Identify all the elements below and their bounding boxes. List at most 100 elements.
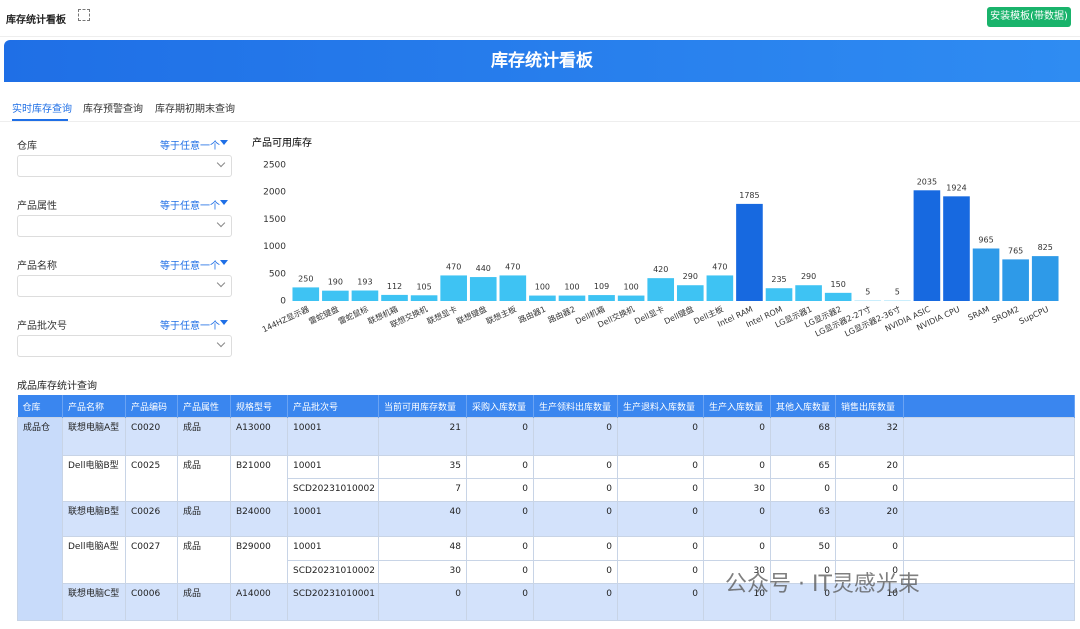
column-header: 生产退料入库数量: [617, 395, 704, 418]
x-tick-label: Dell键盘: [662, 304, 695, 326]
quantity-cell: 50: [770, 536, 836, 561]
x-tick-label: SROM2: [990, 305, 1020, 325]
column-header: 仓库: [17, 395, 63, 418]
tab[interactable]: 库存期初期末查询: [155, 104, 235, 115]
chart-title: 产品可用库存: [252, 136, 312, 149]
quantity-cell: 0: [617, 536, 704, 561]
filler-cell: [903, 417, 1075, 456]
quantity-cell: 0: [617, 478, 704, 502]
filter-select[interactable]: [17, 155, 232, 177]
batch-cell: SCD20231010002: [287, 560, 379, 584]
x-tick-label: Dell显卡: [633, 304, 666, 326]
filler-cell: [903, 501, 1075, 537]
value-label: 190: [328, 278, 343, 287]
value-label: 5: [895, 288, 900, 297]
product-attr: 成品: [177, 536, 231, 584]
product-attr: 成品: [177, 501, 231, 537]
quantity-cell: 0: [770, 583, 836, 621]
filter-operator[interactable]: 等于任意一个: [160, 141, 220, 152]
quantity-cell: 48: [378, 536, 467, 561]
quantity-cell: 0: [835, 478, 904, 502]
bar: [972, 248, 1000, 301]
bar: [381, 294, 408, 301]
product-name: Dell电脑A型: [62, 536, 126, 584]
bar: [736, 203, 763, 301]
product-attr: 成品: [177, 583, 231, 621]
x-tick-label: SupCPU: [1018, 305, 1050, 327]
product-name: 联想电脑C型: [62, 583, 126, 621]
product-spec: B24000: [230, 501, 288, 537]
product-code: C0020: [125, 417, 178, 456]
value-label: 440: [476, 264, 491, 273]
product-code: C0027: [125, 536, 178, 584]
quantity-cell: 68: [770, 417, 836, 456]
y-tick-label: 1500: [263, 215, 286, 225]
y-tick-label: 2000: [263, 188, 286, 198]
operator-caret: [220, 140, 228, 145]
inventory-table: 仓库 产品名称 产品编码 产品属性 规格型号 产品批次号 当前可用库存数量 采购入库数量 生产领…: [17, 395, 1075, 621]
product-name: 联想电脑B型: [62, 501, 126, 537]
value-label: 250: [298, 274, 313, 283]
x-tick-label: 联想键盘: [455, 304, 488, 327]
bar: [1002, 259, 1029, 301]
quantity-cell: 0: [533, 501, 618, 537]
quantity-cell: 30: [703, 560, 771, 584]
quantity-cell: 10: [835, 583, 904, 621]
value-label: 112: [387, 282, 402, 291]
quantity-cell: 0: [703, 417, 771, 456]
value-label: 100: [564, 283, 579, 292]
filter-select[interactable]: [17, 215, 232, 237]
value-label: 5: [865, 288, 870, 297]
bar: [292, 287, 320, 301]
quantity-cell: 30: [703, 478, 771, 502]
filler-cell: [903, 583, 1075, 621]
tab[interactable]: 库存预警查询: [83, 104, 143, 115]
warehouse-cell: 成品仓: [17, 417, 63, 621]
quantity-cell: 0: [835, 536, 904, 561]
filter-label: 产品名称: [17, 261, 57, 272]
bar: [322, 290, 349, 301]
bar: [765, 288, 793, 301]
batch-cell: SCD20231010002: [287, 478, 379, 502]
bar: [676, 285, 704, 301]
filter-operator[interactable]: 等于任意一个: [160, 261, 220, 272]
install-button[interactable]: 安装模板(带数据): [987, 7, 1071, 27]
quantity-cell: 0: [533, 417, 618, 456]
bar: [824, 292, 852, 301]
bar: [558, 295, 586, 301]
x-tick-label: SRAM: [967, 305, 991, 323]
filter-operator[interactable]: 等于任意一个: [160, 321, 220, 332]
filter-select[interactable]: [17, 335, 232, 357]
product-spec: B21000: [230, 455, 288, 502]
quantity-cell: 35: [378, 455, 467, 479]
quantity-cell: 0: [466, 560, 534, 584]
table-row: Dell电脑A型 C0027 成品 B29000 10001 48 0 0 0 0 50 0: [17, 536, 1075, 584]
operator-caret: [220, 200, 228, 205]
quantity-cell: 0: [617, 417, 704, 456]
table-title: 成品库存统计查询: [17, 381, 97, 392]
banner: 库存统计看板: [4, 40, 1080, 82]
quantity-cell: 0: [533, 455, 618, 479]
filler-cell: [903, 478, 1075, 502]
tab[interactable]: 实时库存查询: [12, 104, 72, 115]
batch-cell: 10001: [287, 455, 379, 479]
quantity-cell: 0: [533, 560, 618, 584]
filter-operator[interactable]: 等于任意一个: [160, 201, 220, 212]
column-header: 产品批次号: [287, 395, 379, 418]
bar: [499, 275, 527, 301]
product-spec: A13000: [230, 417, 288, 456]
table-row: 成品仓 联想电脑A型 C0020 成品 A13000 10001 21 0 0 0 0 68 32: [17, 417, 1075, 621]
column-header: 销售出库数量: [835, 395, 904, 418]
quantity-cell: 20: [835, 501, 904, 537]
divider: [0, 121, 1080, 122]
value-label: 290: [683, 272, 698, 281]
product-name: Dell电脑B型: [62, 455, 126, 502]
fullscreen-icon[interactable]: [78, 9, 90, 21]
filter-label: 产品批次号: [17, 321, 67, 332]
select-arrow: [216, 158, 226, 168]
filter-select[interactable]: [17, 275, 232, 297]
column-header: 产品属性: [177, 395, 231, 418]
y-tick-label: 2500: [263, 161, 286, 171]
quantity-cell: 0: [378, 583, 467, 621]
